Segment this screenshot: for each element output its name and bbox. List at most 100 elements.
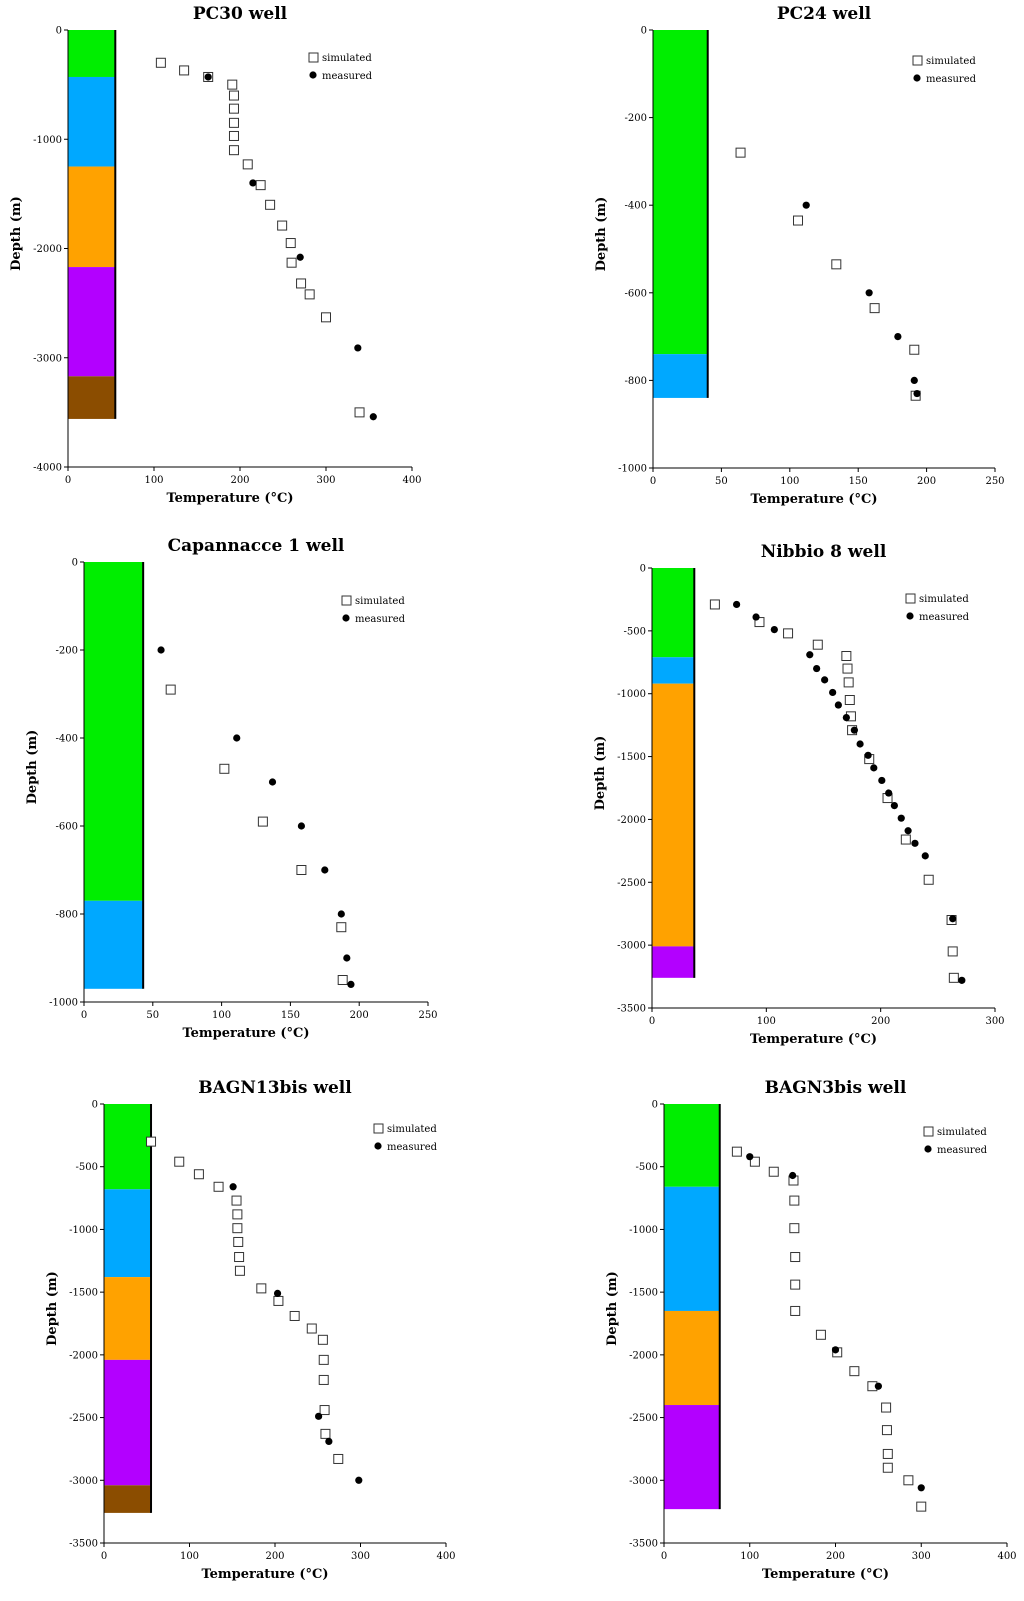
measured-point [813, 664, 821, 673]
measured-point [897, 814, 905, 822]
legend-measured-marker [913, 74, 921, 82]
x-axis-label: Temperature (°C) [762, 1567, 889, 1582]
simulated-point [831, 259, 842, 270]
y-tick-label: -200 [625, 113, 647, 124]
x-axis-label: Temperature (°C) [182, 1026, 309, 1041]
layer-band [104, 1189, 152, 1278]
chart-title: PC24 well [777, 4, 872, 24]
simulated-point [319, 1405, 330, 1416]
simulated-point [948, 972, 959, 983]
simulated-point [849, 1366, 860, 1377]
y-axis-label: Depth (m) [45, 1271, 60, 1346]
x-axis-label: Temperature (°C) [750, 492, 877, 507]
simulated-point [232, 1209, 243, 1220]
simulated-point [234, 1265, 245, 1276]
simulated-point [146, 1136, 157, 1147]
legend-label: measured [937, 1145, 988, 1156]
simulated-point [174, 1156, 185, 1167]
layer-band [68, 376, 116, 419]
simulated-point [882, 1462, 893, 1473]
simulated-point [277, 220, 288, 231]
x-tick-label: 100 [780, 476, 799, 487]
chart-panel: PC30 well 0 100 200 300 400 0 -1000 -2000 -3000 -4… [9, 4, 422, 506]
x-tick-label: 50 [146, 1010, 159, 1021]
measured-point [789, 1171, 797, 1180]
y-tick-label: -1500 [617, 752, 646, 763]
y-tick-label: -200 [56, 646, 78, 657]
y-axis-label: Depth (m) [25, 730, 40, 805]
measured-point [910, 376, 918, 384]
layer-band [664, 1405, 720, 1510]
measured-point [821, 676, 829, 684]
simulated-point [155, 57, 166, 68]
simulated-point [228, 145, 239, 156]
x-tick-label: 200 [350, 1010, 369, 1021]
x-tick-label: 400 [436, 1551, 455, 1562]
x-tick-label: 300 [316, 475, 335, 486]
layer-band [104, 1104, 152, 1190]
legend-measured-marker [342, 614, 350, 622]
x-tick-label: 0 [649, 1016, 655, 1027]
chart-panel: PC24 well 0 50 100 150 200 250 0 -200 -400 -600 -80… [594, 4, 1005, 507]
measured-point [770, 626, 778, 634]
y-tick-label: -2000 [617, 815, 646, 826]
simulated-point [213, 1181, 224, 1192]
measured-point [229, 1183, 237, 1191]
x-tick-label: 150 [849, 476, 868, 487]
simulated-point [318, 1354, 329, 1365]
simulated-point [257, 816, 268, 827]
x-tick-label: 200 [265, 1551, 284, 1562]
x-tick-label: 250 [418, 1010, 437, 1021]
simulated-point [228, 130, 239, 141]
measured-point [233, 734, 241, 742]
measured-point [856, 740, 864, 748]
chart-title: Nibbio 8 well [761, 542, 887, 562]
simulated-point [285, 238, 296, 249]
simulated-point [296, 278, 307, 289]
measured-point [842, 714, 850, 722]
measured-point [249, 179, 257, 187]
y-tick-label: -4000 [33, 463, 62, 474]
legend-label: simulated [937, 1127, 987, 1138]
simulated-point [231, 1195, 242, 1206]
simulated-point [790, 1305, 801, 1316]
y-tick-label: -1500 [69, 1288, 98, 1299]
measured-point [204, 73, 212, 81]
simulated-point [900, 834, 911, 845]
y-tick-label: -1000 [33, 135, 62, 146]
legend-simulated-marker [905, 593, 916, 604]
simulated-point [333, 1453, 344, 1464]
simulated-point [306, 1323, 317, 1334]
legend-label: measured [926, 74, 977, 85]
x-tick-label: 0 [661, 1551, 667, 1562]
y-tick-label: 0 [92, 1100, 98, 1111]
y-axis-label: Depth (m) [593, 736, 608, 811]
simulated-point [790, 1279, 801, 1290]
simulated-point [354, 407, 365, 418]
simulated-point [709, 599, 720, 610]
y-tick-label: -3000 [617, 941, 646, 952]
y-tick-label: 0 [56, 26, 62, 37]
simulated-point [881, 1425, 892, 1436]
layer-band [68, 267, 116, 377]
legend-label: simulated [387, 1124, 437, 1135]
layer-band [652, 683, 695, 947]
measured-point [885, 789, 893, 797]
x-tick-label: 300 [912, 1551, 931, 1562]
simulated-point [869, 303, 880, 314]
y-tick-label: -3000 [629, 1476, 658, 1487]
x-tick-label: 0 [65, 475, 71, 486]
layer-band [104, 1359, 152, 1486]
simulated-point [842, 663, 853, 674]
x-tick-label: 400 [997, 1551, 1016, 1562]
simulated-point [242, 159, 253, 170]
y-axis-label: Depth (m) [9, 196, 24, 271]
layer-band [84, 562, 144, 901]
simulated-point [228, 103, 239, 114]
y-tick-label: -600 [56, 822, 78, 833]
y-tick-label: 0 [72, 558, 78, 569]
y-tick-label: -2500 [69, 1413, 98, 1424]
simulated-point [228, 90, 239, 101]
measured-point [865, 289, 873, 297]
